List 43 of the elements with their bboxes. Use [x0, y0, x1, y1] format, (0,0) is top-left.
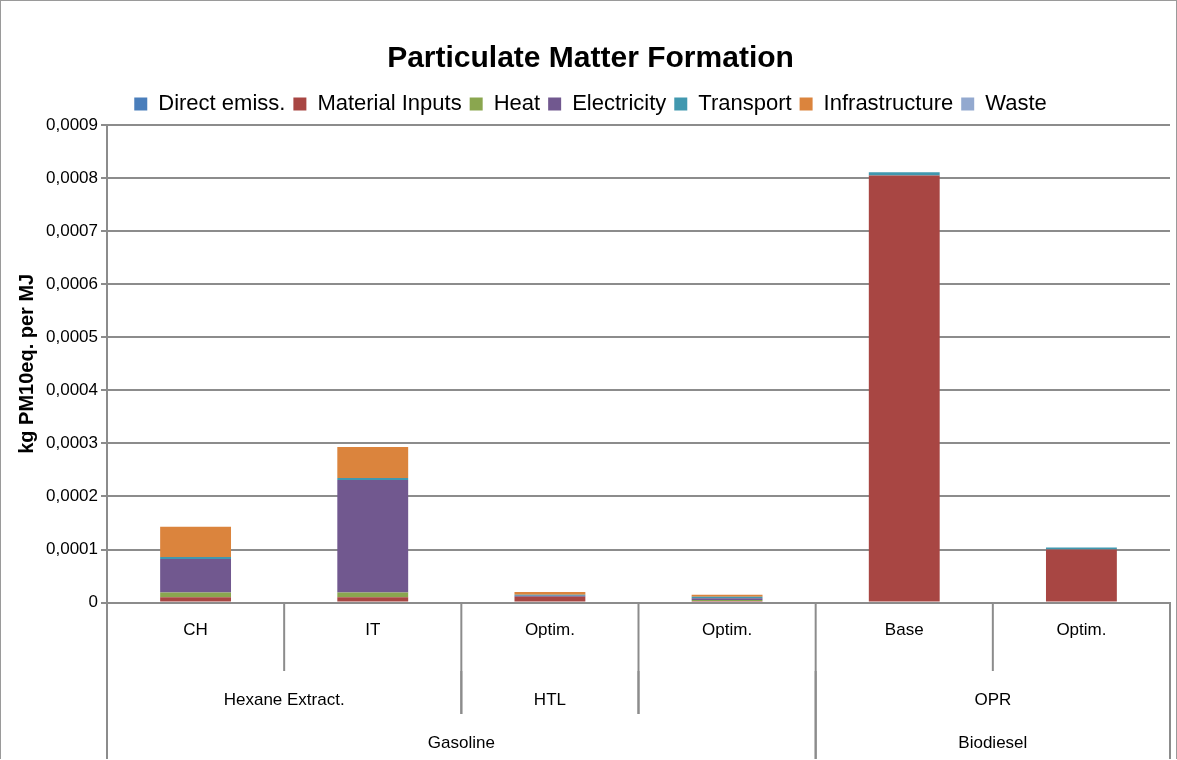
bar: [337, 480, 409, 593]
legend-label: Heat: [493, 90, 541, 116]
x-tick-label: Optim.: [702, 620, 753, 640]
bar: [868, 175, 940, 602]
y-tick-label: 0,0008: [46, 167, 98, 187]
y-tick-label: 0,0002: [46, 486, 98, 506]
y-tick-label: 0,0004: [46, 380, 98, 400]
y-axis-title: kg PM10eq. per MJ: [14, 273, 37, 454]
bar: [514, 596, 586, 602]
bar: [160, 597, 232, 602]
text: Gasoline: [427, 732, 495, 752]
legend-label: Transport: [698, 90, 792, 116]
text: Biodiesel: [958, 732, 1028, 752]
x-tick-label: Optim.: [524, 620, 575, 640]
bar: [160, 556, 232, 560]
y-tick-label: 0,0005: [46, 326, 98, 346]
legend-label: Direct emiss.: [158, 90, 286, 116]
y-tick-label: 0,0006: [46, 273, 98, 293]
y-tick-label: 0,0003: [46, 433, 98, 453]
bar: [160, 526, 232, 557]
text: HTL: [533, 689, 566, 709]
bar: [337, 597, 409, 602]
text: OPR: [974, 689, 1012, 709]
bar: [868, 172, 940, 176]
y-tick-label: 0,0009: [46, 114, 98, 134]
x-tick-label: Optim.: [1056, 620, 1107, 640]
text: Hexane Extract.: [223, 689, 345, 709]
chart-title: Particulate Matter Formation: [387, 40, 794, 74]
x-tick-label: CH: [183, 620, 208, 640]
x-tick-label: Base: [884, 620, 924, 640]
bar: [337, 477, 409, 481]
bar: [1045, 549, 1117, 602]
x-tick-label: IT: [365, 620, 381, 640]
legend-label: Electricity: [572, 90, 667, 116]
legend-label: Infrastructure: [823, 90, 954, 116]
y-tick-label: 0,0001: [46, 539, 98, 559]
bar: [160, 559, 232, 593]
bar: [337, 447, 409, 478]
y-tick-label: 0,0007: [46, 220, 98, 240]
legend-label: Material Inputs: [317, 90, 462, 116]
legend-label: Waste: [985, 90, 1047, 116]
bar: [1045, 547, 1117, 550]
y-tick-label: 0: [88, 592, 98, 612]
